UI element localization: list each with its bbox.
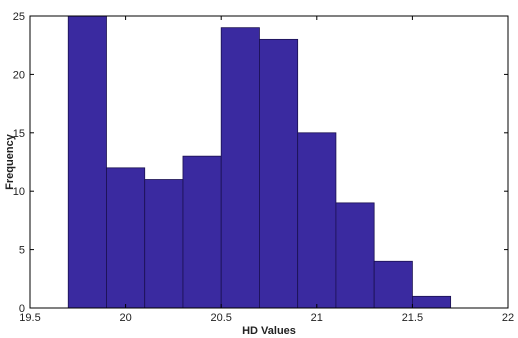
y-tick-label: 0	[19, 303, 25, 315]
histogram-bar	[144, 179, 184, 309]
plot-frame	[29, 15, 509, 309]
bars-group	[67, 15, 452, 309]
y-axis-label: Frequency	[4, 133, 16, 190]
histogram-bar	[259, 38, 299, 309]
x-tick-label: 20	[119, 312, 131, 324]
histogram-bar	[335, 202, 375, 309]
histogram-bar	[182, 155, 222, 309]
histogram-bar	[373, 260, 413, 309]
x-tick-label: 19.5	[19, 312, 40, 324]
histogram-bar	[297, 132, 337, 309]
x-ticks-group: 19.5 20 20.5 21 21.5 22	[19, 16, 514, 324]
x-tick-label: 20.5	[210, 312, 231, 324]
histogram-bar	[411, 295, 452, 309]
x-tick-label: 22	[502, 312, 514, 324]
y-ticks-group: 0 5 10 15 20 25	[13, 11, 508, 315]
y-tick-label: 20	[13, 69, 25, 81]
histogram-bar	[67, 15, 107, 309]
y-tick-label: 5	[19, 245, 25, 257]
x-tick-label: 21	[311, 312, 323, 324]
histogram-bar	[220, 27, 260, 309]
y-tick-label: 25	[13, 11, 25, 23]
x-tick-label: 21.5	[402, 312, 423, 324]
histogram-bar	[106, 167, 146, 309]
y-tick-label: 10	[13, 186, 25, 198]
x-axis-label: HD Values	[242, 325, 296, 337]
y-tick-label: 15	[13, 128, 25, 140]
